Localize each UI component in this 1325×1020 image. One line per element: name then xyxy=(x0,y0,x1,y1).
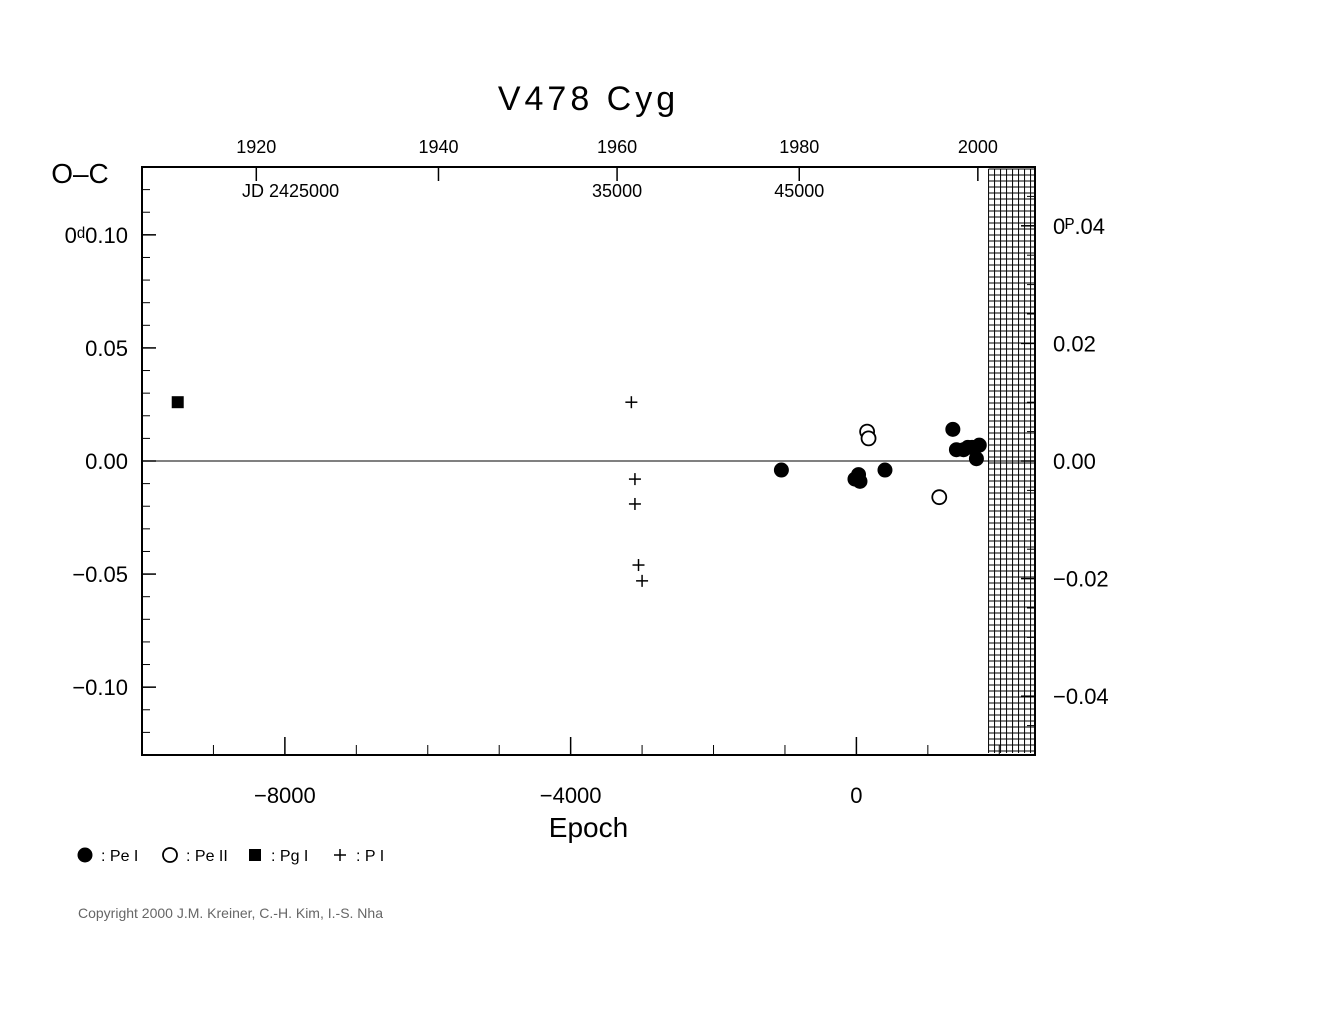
jd-label: 35000 xyxy=(592,181,642,201)
y-right-label: −0.04 xyxy=(1053,684,1109,709)
legend-label: : Pg I xyxy=(271,848,308,865)
marker-open-circle xyxy=(932,490,946,504)
legend-item: : Pe II xyxy=(163,848,228,865)
y-right-label: 0.02 xyxy=(1053,331,1096,356)
y-left-label: 0ᵈ0.10 xyxy=(65,223,128,248)
y-left-label: 0.00 xyxy=(85,449,128,474)
marker-filled-circle xyxy=(972,438,986,452)
x-top-year-label: 1980 xyxy=(779,137,819,157)
x-top-year-label: 2000 xyxy=(958,137,998,157)
legend-label: : P I xyxy=(356,848,384,865)
y-left-label: −0.05 xyxy=(72,562,128,587)
x-tick-label: −4000 xyxy=(540,783,602,808)
y-left-label: 0.05 xyxy=(85,336,128,361)
legend-item: : P I xyxy=(334,848,384,865)
series-p-i xyxy=(625,396,648,587)
x-top-year-label: 1940 xyxy=(418,137,458,157)
y-right-label: 0.00 xyxy=(1053,449,1096,474)
jd-label: 45000 xyxy=(774,181,824,201)
x-axis-label: Epoch xyxy=(549,812,628,843)
x-tick-label: 0 xyxy=(850,783,862,808)
x-tick-label: −8000 xyxy=(254,783,316,808)
marker-filled-circle xyxy=(946,422,960,436)
x-top-year-label: 1920 xyxy=(236,137,276,157)
chart-title: V478 Cyg xyxy=(498,80,679,118)
marker-open-circle xyxy=(163,848,177,862)
legend-item: : Pg I xyxy=(249,848,308,865)
marker-filled-circle xyxy=(878,463,892,477)
x-top-year-label: 1960 xyxy=(597,137,637,157)
legend-label: : Pe I xyxy=(101,848,138,865)
marker-open-circle xyxy=(862,431,876,445)
marker-filled-square xyxy=(172,396,184,408)
marker-filled-circle xyxy=(774,463,788,477)
series-pe-ii xyxy=(860,425,946,505)
marker-filled-circle xyxy=(969,452,983,466)
series-pg-i xyxy=(172,396,184,408)
series-pe-i xyxy=(774,422,986,488)
y-left-label: −0.10 xyxy=(72,675,128,700)
legend-label: : Pe II xyxy=(186,848,228,865)
legend-item: : Pe I xyxy=(78,848,138,865)
jd-prefix: JD 2425000 xyxy=(242,181,339,201)
marker-filled-square xyxy=(249,849,261,861)
marker-filled-circle xyxy=(853,474,867,488)
y-right-label: −0.02 xyxy=(1053,567,1109,592)
copyright: Copyright 2000 J.M. Kreiner, C.-H. Kim, … xyxy=(78,905,383,921)
y-right-label: 0ᴾ.04 xyxy=(1053,214,1105,239)
y-left-axis-label: O–C xyxy=(51,158,109,189)
marker-filled-circle xyxy=(78,848,92,862)
